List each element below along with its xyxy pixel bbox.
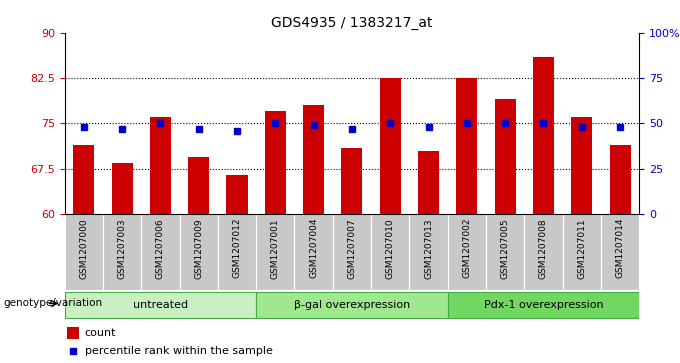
Bar	[609, 144, 630, 214]
Text: untreated: untreated	[133, 300, 188, 310]
Text: GSM1207014: GSM1207014	[615, 218, 624, 278]
Text: Pdx-1 overexpression: Pdx-1 overexpression	[483, 300, 603, 310]
Bar	[294, 214, 333, 290]
Text: GSM1207013: GSM1207013	[424, 218, 433, 279]
Bar	[562, 214, 601, 290]
Bar	[571, 117, 592, 214]
Bar	[409, 214, 447, 290]
Bar	[141, 214, 180, 290]
Bar	[371, 214, 409, 290]
Text: GSM1207008: GSM1207008	[539, 218, 548, 279]
Bar	[533, 57, 554, 214]
Bar	[486, 214, 524, 290]
Text: GSM1207006: GSM1207006	[156, 218, 165, 279]
Bar	[447, 214, 486, 290]
Text: GSM1207007: GSM1207007	[347, 218, 356, 279]
Bar	[333, 214, 371, 290]
Bar	[73, 144, 95, 214]
Bar	[418, 151, 439, 214]
Bar	[218, 214, 256, 290]
Bar	[180, 214, 218, 290]
Text: GSM1207004: GSM1207004	[309, 218, 318, 278]
Text: GSM1207002: GSM1207002	[462, 218, 471, 278]
Text: GSM1207001: GSM1207001	[271, 218, 279, 279]
Bar	[524, 214, 562, 290]
Text: genotype/variation: genotype/variation	[3, 298, 103, 309]
Bar	[447, 292, 639, 318]
Bar	[256, 292, 447, 318]
Text: count: count	[85, 328, 116, 338]
Bar	[379, 78, 401, 214]
Text: GSM1207005: GSM1207005	[500, 218, 509, 279]
Bar	[456, 78, 477, 214]
Bar	[112, 163, 133, 214]
Bar	[65, 214, 103, 290]
Text: GSM1207009: GSM1207009	[194, 218, 203, 279]
Bar	[341, 148, 362, 214]
Bar	[601, 214, 639, 290]
Text: GSM1207003: GSM1207003	[118, 218, 126, 279]
Bar	[494, 99, 515, 214]
Bar	[65, 292, 256, 318]
Bar	[226, 175, 248, 214]
Bar	[303, 105, 324, 214]
Bar	[265, 111, 286, 214]
Bar	[256, 214, 294, 290]
Bar	[67, 327, 79, 339]
Text: GSM1207011: GSM1207011	[577, 218, 586, 279]
Text: GSM1207012: GSM1207012	[233, 218, 241, 278]
Bar	[150, 117, 171, 214]
Text: GSM1207000: GSM1207000	[80, 218, 88, 279]
Title: GDS4935 / 1383217_at: GDS4935 / 1383217_at	[271, 16, 432, 30]
Bar	[103, 214, 141, 290]
Text: β-gal overexpression: β-gal overexpression	[294, 300, 410, 310]
Text: GSM1207010: GSM1207010	[386, 218, 394, 279]
Bar	[188, 157, 209, 214]
Text: percentile rank within the sample: percentile rank within the sample	[85, 346, 273, 356]
